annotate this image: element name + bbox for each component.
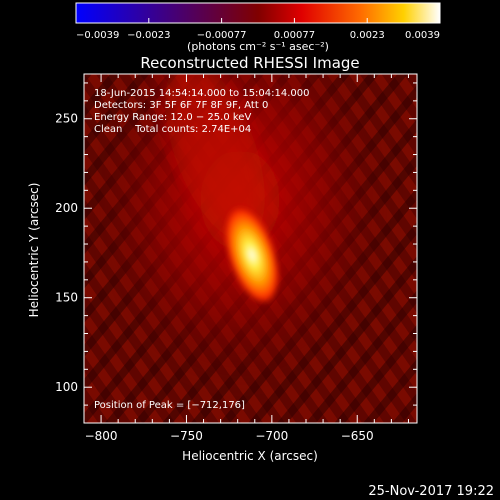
x-tick-label: −650 [341, 429, 374, 443]
annotation-detectors: Detectors: 3F 5F 6F 7F 8F 9F, Att 0 [94, 100, 268, 111]
y-tick-label: 150 [55, 291, 78, 305]
colorbar-tick-label: −0.00077 [197, 30, 247, 41]
colorbar-unit-label: (photons cm⁻² s⁻¹ asec⁻²) [187, 40, 329, 53]
chart-title: Reconstructed RHESSI Image [140, 54, 359, 72]
colorbar-tick-label: 0.0039 [405, 30, 440, 41]
y-axis-label: Heliocentric Y (arcsec) [27, 183, 41, 318]
x-tick-label: −800 [85, 429, 118, 443]
emission-streak [165, 74, 265, 241]
emission-core [224, 204, 280, 306]
colorbar-frame [75, 2, 441, 24]
axis-ticks: −800 −750 −700 −650 100 150 200 250 [55, 74, 417, 443]
x-tick-label: −700 [255, 429, 288, 443]
colorbar-tick-label: 0.00077 [274, 30, 315, 41]
y-tick-label: 200 [55, 201, 78, 215]
footer-date: 25-Nov-2017 19:22 [368, 484, 494, 499]
colorbar-tick-label: −0.0023 [127, 30, 170, 41]
colorbar-gradient [76, 3, 440, 23]
peak-position-label: Position of Peak = [−712,176] [94, 400, 245, 411]
colorbar-tick-label: −0.0039 [76, 30, 119, 41]
y-tick-label: 100 [55, 380, 78, 394]
x-axis-label: Heliocentric X (arcsec) [182, 449, 318, 463]
x-tick-label: −750 [170, 429, 203, 443]
image-area [84, 74, 417, 423]
colorbar-tick-label: 0.0023 [350, 30, 385, 41]
plot-frame [83, 73, 418, 424]
colorbar-ticks: −0.0039 −0.0023 −0.00077 0.00077 0.0023 0.003… [75, 18, 441, 41]
y-tick-label: 250 [55, 112, 78, 126]
annotation-clean-counts: Clean Total counts: 2.74E+04 [94, 124, 251, 135]
annotation-energy-range: Energy Range: 12.0 − 25.0 keV [94, 112, 251, 123]
annotation-time-range: 18-Jun-2015 14:54:14.000 to 15:04:14.000 [94, 88, 310, 99]
